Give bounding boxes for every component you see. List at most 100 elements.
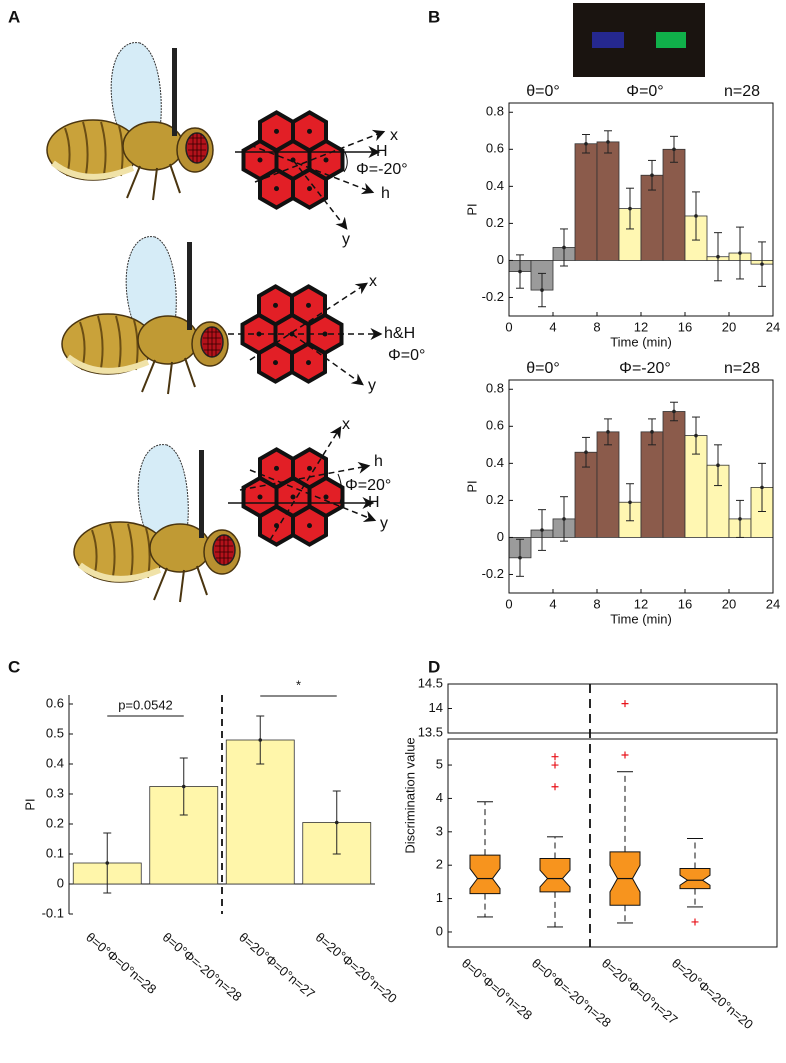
mean-dot xyxy=(738,251,742,255)
axes-frame xyxy=(447,683,778,734)
bar xyxy=(596,431,620,538)
x-tick-label: θ=20°Φ=0°n=27 xyxy=(236,929,318,1001)
box xyxy=(679,868,711,890)
error-bar xyxy=(179,757,188,816)
box xyxy=(469,854,501,895)
x-tick-label: θ=0°Φ=0°n=28 xyxy=(459,955,535,1022)
x-tick-label: 4 xyxy=(549,319,556,334)
axes-arrows xyxy=(228,282,383,386)
error-bar xyxy=(692,416,700,455)
mean-dot xyxy=(650,430,654,434)
panel-label: B xyxy=(428,7,440,26)
angle-label: Φ=0° xyxy=(388,347,425,364)
outlier xyxy=(621,700,629,708)
y-axis-label: PI xyxy=(464,203,479,215)
y-tick-label: 0.2 xyxy=(486,215,504,230)
axis-label: H xyxy=(368,494,380,511)
y-tick-label: 13.5 xyxy=(418,724,443,739)
condition-label: n=28 xyxy=(724,83,760,100)
blue-stimulus xyxy=(592,32,624,48)
bar xyxy=(596,141,620,261)
error-bar xyxy=(648,159,656,191)
error-bar xyxy=(516,254,524,289)
mean-dot xyxy=(562,517,566,521)
y-tick-label: 2 xyxy=(436,857,443,872)
error-bar xyxy=(103,832,112,894)
mean-dot xyxy=(105,861,110,865)
mean-dot xyxy=(518,269,522,274)
error-bar xyxy=(714,232,722,282)
panel-label: C xyxy=(8,657,20,676)
error-bar xyxy=(670,401,678,422)
y-tick-label: 0 xyxy=(436,923,443,938)
y-tick-label: 0.6 xyxy=(486,418,504,433)
bar xyxy=(662,411,686,538)
axis-label: h xyxy=(374,453,383,470)
mean-dot xyxy=(606,430,610,434)
error-bar xyxy=(670,135,678,163)
error-bar xyxy=(332,790,341,855)
condition-label: Φ=-20° xyxy=(619,360,671,377)
bar xyxy=(640,431,664,538)
mean-dot xyxy=(694,214,698,218)
panel-label: D xyxy=(428,657,440,676)
error-bar xyxy=(582,436,590,468)
axis-label: y xyxy=(368,377,376,394)
x-tick-label: θ=20°Φ=20°n=20 xyxy=(669,955,756,1032)
mean-dot xyxy=(672,409,676,414)
error-bar xyxy=(538,272,546,308)
y-tick-label: 0.1 xyxy=(46,845,64,860)
y-tick-label: 0.4 xyxy=(486,178,504,193)
x-tick-label: 24 xyxy=(766,596,780,611)
x-axis-label: Time (min) xyxy=(610,334,672,349)
x-tick-label: 4 xyxy=(549,596,556,611)
bee-illustration xyxy=(47,43,213,200)
error-bar xyxy=(758,241,766,287)
y-tick-label: 0.2 xyxy=(46,815,64,830)
y-tick-label: 4 xyxy=(436,790,443,805)
mean-dot xyxy=(584,450,588,455)
x-tick-label: 16 xyxy=(678,319,692,334)
axis-label: x xyxy=(342,416,350,433)
error-bar xyxy=(736,226,744,280)
mean-dot xyxy=(606,140,610,144)
axis-label: h xyxy=(381,185,390,202)
error-bar xyxy=(604,418,612,446)
y-tick-label: 3 xyxy=(436,823,443,838)
condition-label: n=28 xyxy=(724,360,760,377)
y-tick-label: 14 xyxy=(429,700,443,715)
outlier xyxy=(551,761,559,769)
x-axis-label: Time (min) xyxy=(610,611,672,626)
error-bar xyxy=(736,499,744,538)
panel-label: A xyxy=(8,7,20,26)
y-tick-label: 0.6 xyxy=(486,141,504,156)
bee-illustration xyxy=(74,445,240,602)
outlier xyxy=(551,753,559,761)
mean-dot xyxy=(540,528,544,532)
y-axis-label: PI xyxy=(22,798,37,810)
significance-label: p=0.0542 xyxy=(118,697,173,712)
x-tick-label: θ=0°Φ=-20°n=28 xyxy=(160,929,245,1004)
y-tick-label: 0.6 xyxy=(46,695,64,710)
y-axis-label: Discrimination value xyxy=(402,737,417,853)
angle-label: Φ=-20° xyxy=(356,161,408,178)
error-bar xyxy=(582,133,590,154)
x-tick-label: 0 xyxy=(505,596,512,611)
mean-dot xyxy=(540,288,544,292)
error-bar xyxy=(714,444,722,487)
mean-dot xyxy=(672,147,676,152)
condition-label: θ=0° xyxy=(526,83,560,100)
mean-dot xyxy=(518,556,522,560)
axis-label: h&H xyxy=(384,325,415,342)
y-tick-label: -0.2 xyxy=(482,566,504,581)
x-tick-label: 20 xyxy=(722,319,736,334)
error-bar xyxy=(516,538,524,577)
axis-label: y xyxy=(380,515,388,532)
axes-frame xyxy=(447,738,778,948)
y-tick-label: 0 xyxy=(497,529,504,544)
y-tick-label: 0.2 xyxy=(486,492,504,507)
bar xyxy=(574,143,598,261)
x-tick-label: 0 xyxy=(505,319,512,334)
